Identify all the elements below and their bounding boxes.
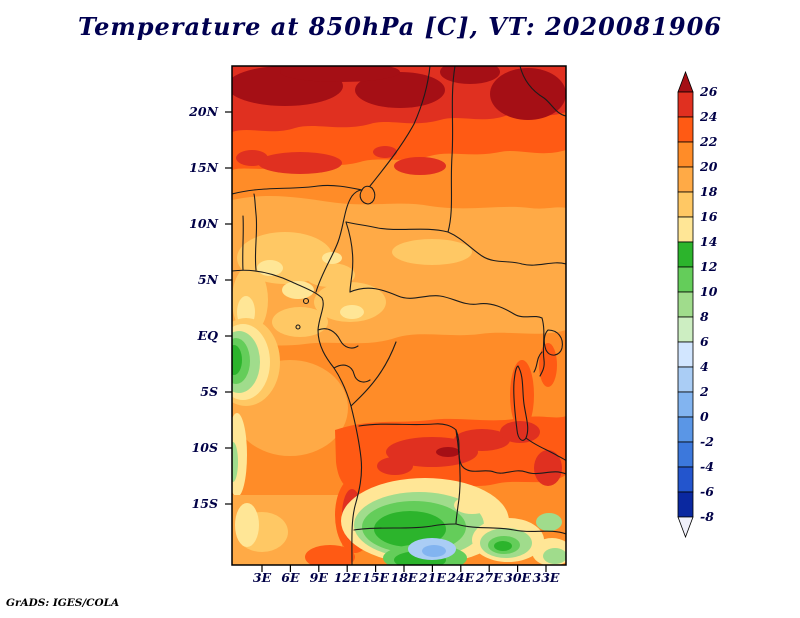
colorbar-segment xyxy=(677,91,694,118)
colorbar-tick-label: 0 xyxy=(700,409,709,424)
colorbar-segment xyxy=(677,116,694,143)
colorbar-segment xyxy=(677,316,694,343)
colorbar-tick-label: 18 xyxy=(700,184,718,199)
colorbar-segment xyxy=(677,391,694,418)
colorbar-segment xyxy=(677,366,694,393)
colorbar-tick-label: 22 xyxy=(700,134,718,149)
colorbar-tick-label: -8 xyxy=(700,509,714,524)
colorbar-tick-label: 24 xyxy=(700,109,718,124)
lake-victoria xyxy=(543,329,563,356)
colorbar-segment xyxy=(677,241,694,268)
colorbar-tick-label: 2 xyxy=(700,384,709,399)
colorbar-segment xyxy=(677,216,694,243)
colorbar-tick-label: -4 xyxy=(700,459,714,474)
grads-credit: GrADS: IGES/COLA xyxy=(6,597,120,609)
lake-tanganyika xyxy=(513,365,529,441)
colorbar-segment xyxy=(677,291,694,318)
colorbar-top-arrow xyxy=(677,70,694,93)
colorbar-tick-label: -6 xyxy=(700,484,714,499)
map-frame xyxy=(231,65,567,566)
axis-ticks xyxy=(225,111,547,572)
colorbar-tick-label: 6 xyxy=(700,334,709,349)
colorbar-tick-label: 16 xyxy=(700,209,718,224)
colorbar-segment xyxy=(677,466,694,493)
colorbar-segment xyxy=(677,491,694,518)
country-borders xyxy=(232,66,566,565)
colorbar-segment xyxy=(677,166,694,193)
colorbar-tick-label: 12 xyxy=(700,259,718,274)
figure-title: Temperature at 850hPa [C], VT: 202008190… xyxy=(77,12,723,41)
colorbar: 26 24 22 20 18 16 14 12 10 8 6 4 2 0 -2 -4 -6 -8 xyxy=(677,70,738,542)
colorbar-segment xyxy=(677,341,694,368)
colorbar-svg xyxy=(677,70,694,539)
colorbar-bottom-arrow xyxy=(677,516,694,539)
colorbar-segment xyxy=(677,266,694,293)
colorbar-tick-label: 20 xyxy=(700,159,718,174)
colorbar-segment xyxy=(677,441,694,468)
colorbar-segment xyxy=(677,416,694,443)
colorbar-segment xyxy=(677,141,694,168)
colorbar-tick-label: -2 xyxy=(700,434,714,449)
colorbar-segment xyxy=(677,191,694,218)
colorbar-tick-label: 14 xyxy=(700,234,718,249)
temperature-field xyxy=(232,66,566,565)
colorbar-tick-label: 26 xyxy=(700,84,718,99)
colorbar-tick-label: 4 xyxy=(700,359,709,374)
lake-chad xyxy=(359,185,376,205)
colorbar-tick-label: 8 xyxy=(700,309,709,324)
colorbar-tick-label: 10 xyxy=(700,284,718,299)
